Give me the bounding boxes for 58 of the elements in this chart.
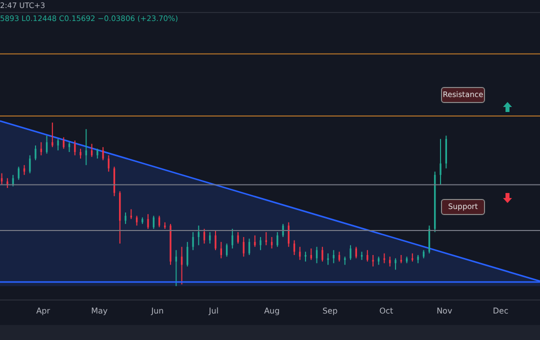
candlestick bbox=[12, 174, 14, 187]
candlestick bbox=[310, 248, 312, 260]
candlestick bbox=[322, 246, 324, 262]
candlestick bbox=[260, 236, 262, 251]
candlestick bbox=[96, 148, 98, 160]
candlestick bbox=[34, 144, 36, 161]
candlestick bbox=[192, 232, 194, 251]
candlestick bbox=[332, 250, 334, 264]
candlestick bbox=[80, 148, 82, 160]
candlestick bbox=[372, 254, 374, 267]
candlestick bbox=[0, 172, 3, 186]
candlestick bbox=[180, 246, 183, 285]
candlestick bbox=[175, 250, 177, 287]
candlestick bbox=[90, 143, 93, 158]
x-tick-label: Oct bbox=[379, 306, 394, 316]
candlestick bbox=[394, 258, 396, 270]
candlestick bbox=[209, 232, 211, 244]
candlestick bbox=[102, 146, 104, 161]
candlestick bbox=[276, 232, 278, 248]
candlestick bbox=[226, 243, 228, 258]
x-tick-label: Nov bbox=[436, 306, 452, 316]
candlestick bbox=[74, 140, 76, 156]
candlestick bbox=[40, 142, 42, 156]
candlestick bbox=[214, 230, 216, 251]
x-tick-label: Dec bbox=[492, 306, 508, 316]
candlestick bbox=[124, 212, 126, 224]
candlestick bbox=[366, 250, 368, 262]
x-tick-label: May bbox=[91, 306, 108, 316]
candlestick bbox=[232, 228, 234, 249]
candlestick bbox=[186, 241, 188, 267]
candlestick bbox=[57, 138, 59, 151]
candlestick bbox=[350, 244, 352, 260]
candlestick bbox=[304, 251, 306, 262]
candlestick bbox=[108, 154, 110, 172]
candlestick bbox=[29, 154, 31, 174]
candlestick bbox=[85, 128, 87, 166]
candlestick bbox=[46, 135, 48, 154]
x-tick-label: Apr bbox=[36, 306, 51, 316]
x-tick-label: Aug bbox=[264, 306, 280, 316]
candlestick bbox=[198, 225, 200, 246]
candlestick bbox=[327, 252, 329, 266]
candlestick bbox=[254, 234, 256, 248]
candlestick bbox=[52, 122, 54, 148]
candlestick bbox=[242, 236, 244, 258]
candlestick bbox=[338, 251, 340, 262]
x-tick-label: Jul bbox=[208, 306, 219, 316]
candlestick bbox=[282, 223, 284, 238]
candlestick bbox=[237, 232, 239, 244]
candlestick bbox=[316, 246, 318, 264]
candlestick bbox=[136, 215, 138, 226]
x-tick-label: Sep bbox=[322, 306, 338, 316]
candlestick bbox=[203, 228, 206, 244]
candlestick bbox=[299, 246, 301, 260]
x-tick-label: Jun bbox=[150, 306, 164, 316]
candlestick bbox=[147, 214, 149, 230]
candlestick bbox=[389, 256, 391, 267]
candlestick bbox=[248, 238, 250, 256]
candlestick bbox=[440, 138, 442, 186]
